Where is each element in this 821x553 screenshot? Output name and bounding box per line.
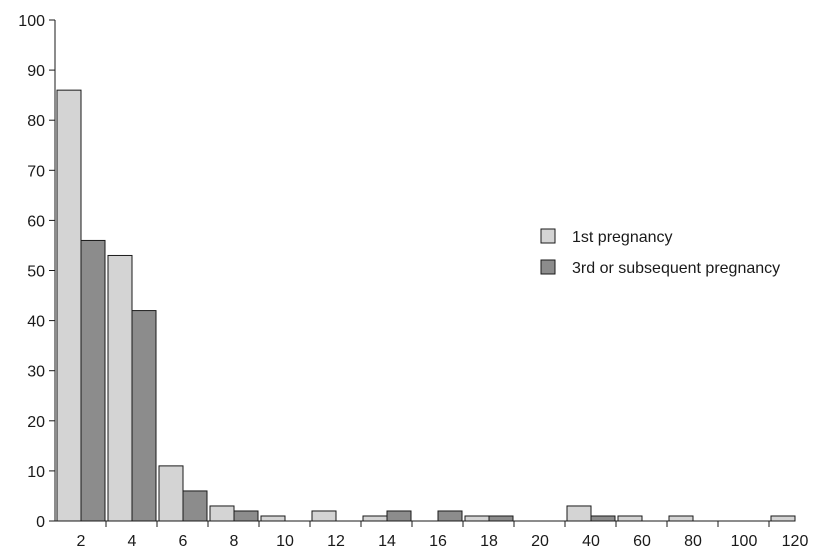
bars xyxy=(56,89,796,522)
y-axis: 0 10 20 30 40 50 60 70 80 90 100 xyxy=(18,13,56,531)
y-tick-label: 80 xyxy=(27,113,45,130)
legend: 1st pregnancy 3rd or subsequent pregnancy xyxy=(540,228,780,277)
x-tick-label: 80 xyxy=(684,533,702,550)
bar-1st-pregnancy-14 xyxy=(362,515,388,522)
y-tick-label: 20 xyxy=(27,414,45,431)
bar-3rd-subsequent-pregnancy-6 xyxy=(182,490,208,522)
x-axis: 2 4 6 8 10 12 14 16 18 20 40 60 80 100 120 xyxy=(55,520,809,550)
x-tick-label: 10 xyxy=(276,533,294,550)
y-tick-label: 40 xyxy=(27,314,45,331)
y-tick-label: 0 xyxy=(36,514,45,531)
x-tick-label: 120 xyxy=(782,533,809,550)
x-tick-label: 60 xyxy=(633,533,651,550)
y-tick-label: 60 xyxy=(27,213,45,230)
bar-3rd-subsequent-pregnancy-2 xyxy=(80,239,106,522)
bar-3rd-subsequent-pregnancy-40 xyxy=(590,515,616,522)
legend-swatch xyxy=(540,228,556,244)
bar-1st-pregnancy-4 xyxy=(107,254,133,522)
bar-3rd-subsequent-pregnancy-18 xyxy=(488,515,514,522)
bar-3rd-subsequent-pregnancy-8 xyxy=(233,510,259,522)
x-tick-label: 16 xyxy=(429,533,447,550)
bar-1st-pregnancy-12 xyxy=(311,510,337,522)
bar-1st-pregnancy-18 xyxy=(464,515,490,522)
x-tick-label: 100 xyxy=(731,533,758,550)
legend-label: 3rd or subsequent pregnancy xyxy=(572,260,780,277)
bar-1st-pregnancy-60 xyxy=(617,515,643,522)
bar-1st-pregnancy-8 xyxy=(209,505,235,522)
bar-3rd-subsequent-pregnancy-4 xyxy=(131,310,157,522)
x-tick-label: 2 xyxy=(77,533,86,550)
x-tick-label: 18 xyxy=(480,533,498,550)
y-tick-label: 70 xyxy=(27,163,45,180)
y-tick-label: 30 xyxy=(27,364,45,381)
bar-1st-pregnancy-120 xyxy=(770,515,796,522)
legend-swatch xyxy=(540,259,556,275)
bar-1st-pregnancy-80 xyxy=(668,515,694,522)
x-tick-label: 12 xyxy=(327,533,345,550)
x-tick-label: 4 xyxy=(128,533,137,550)
x-tick-label: 14 xyxy=(378,533,396,550)
bar-1st-pregnancy-6 xyxy=(158,465,184,522)
y-tick-label: 10 xyxy=(27,464,45,481)
x-tick-label: 20 xyxy=(531,533,549,550)
y-tick-label: 50 xyxy=(27,264,45,281)
x-tick-label: 40 xyxy=(582,533,600,550)
bar-1st-pregnancy-40 xyxy=(566,505,592,522)
y-tick-label: 100 xyxy=(18,13,45,30)
bar-1st-pregnancy-2 xyxy=(56,89,82,522)
x-tick-label: 6 xyxy=(179,533,188,550)
y-tick-label: 90 xyxy=(27,63,45,80)
bar-3rd-subsequent-pregnancy-14 xyxy=(386,510,412,522)
bar-3rd-subsequent-pregnancy-16 xyxy=(437,510,463,522)
bar-1st-pregnancy-10 xyxy=(260,515,286,522)
x-tick-label: 8 xyxy=(230,533,239,550)
legend-label: 1st pregnancy xyxy=(572,229,673,246)
